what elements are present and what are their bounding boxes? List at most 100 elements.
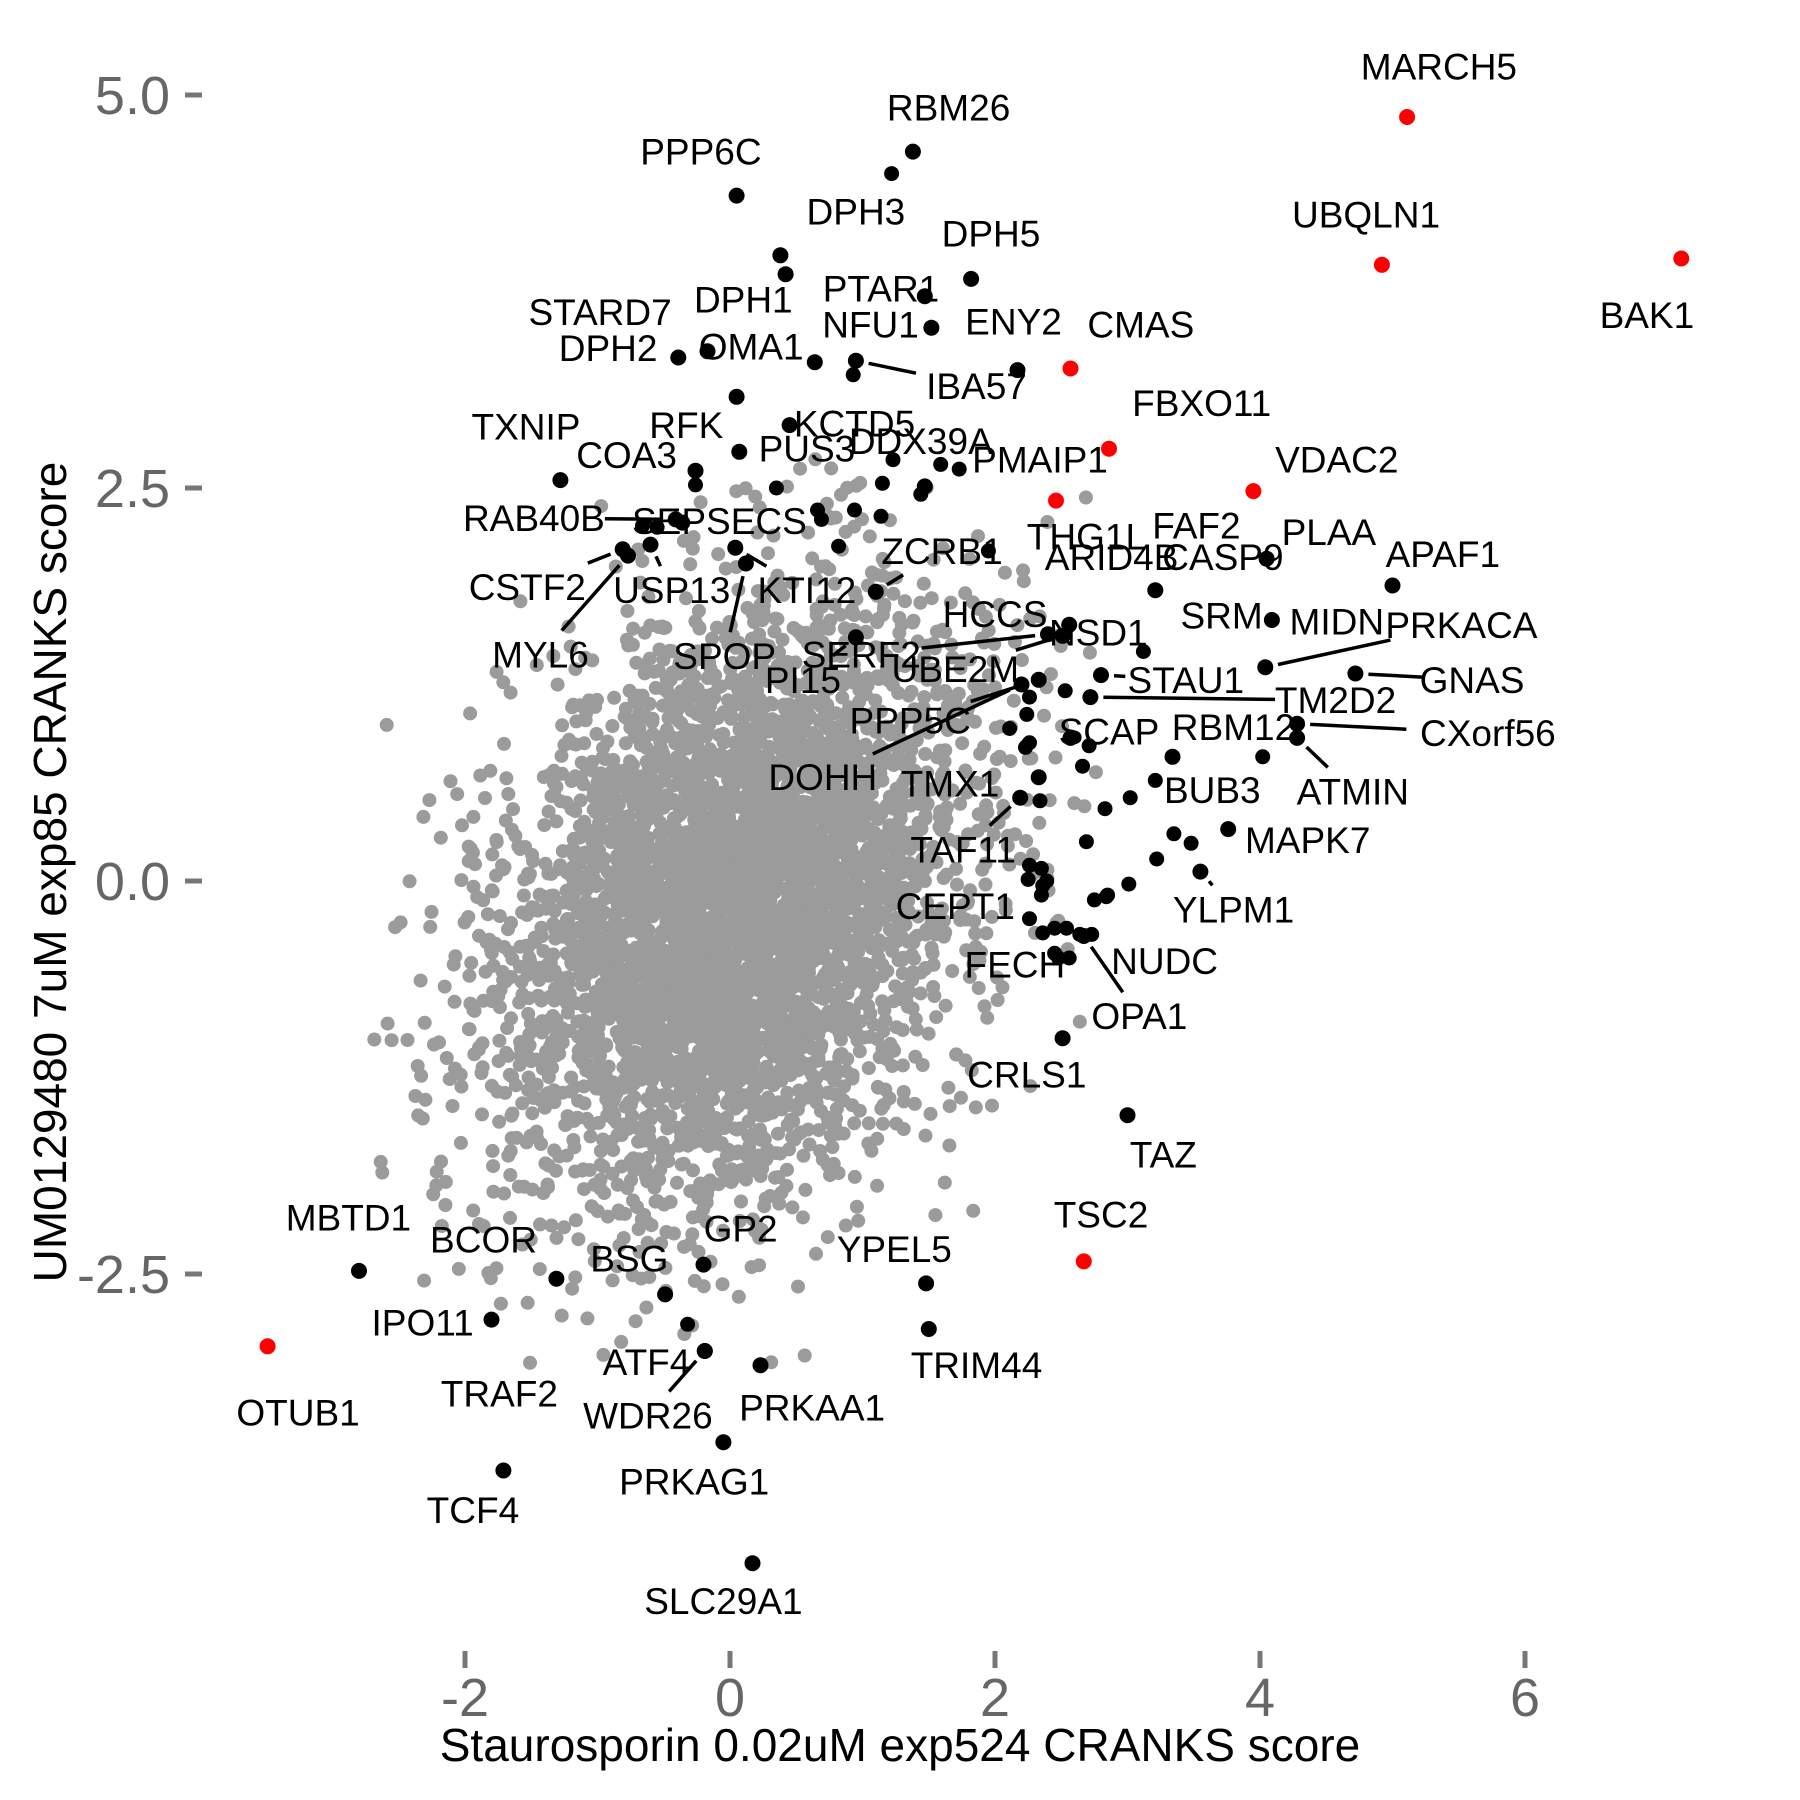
cloud-point xyxy=(849,478,864,493)
cloud-point xyxy=(593,1172,608,1187)
cloud-point xyxy=(641,830,656,845)
cloud-point xyxy=(668,1096,683,1110)
cloud-point xyxy=(833,607,848,622)
cloud-point xyxy=(502,1067,517,1082)
black-point xyxy=(688,477,703,493)
cloud-point xyxy=(745,688,760,703)
cloud-point xyxy=(926,552,941,567)
cloud-point xyxy=(708,981,723,996)
black-point xyxy=(1057,683,1073,699)
cloud-point xyxy=(637,625,652,640)
y-axis-tick-label: 0.0 xyxy=(95,852,170,912)
cloud-point xyxy=(800,704,815,719)
cloud-point xyxy=(744,1260,759,1275)
cloud-point xyxy=(680,1084,695,1099)
cloud-point xyxy=(829,1101,844,1116)
cloud-point xyxy=(497,1186,512,1201)
cloud-point xyxy=(837,1079,852,1094)
cloud-point xyxy=(1088,765,1103,780)
black-point xyxy=(1183,835,1199,851)
black-point xyxy=(768,480,784,496)
cloud-point xyxy=(818,896,833,911)
cloud-point xyxy=(963,652,977,667)
cloud-point xyxy=(904,684,919,699)
cloud-point xyxy=(564,894,579,909)
cloud-point xyxy=(811,1123,826,1138)
black-point xyxy=(874,475,890,491)
cloud-point xyxy=(751,940,766,955)
cloud-point xyxy=(753,597,768,612)
cloud-point xyxy=(759,1016,774,1031)
cloud-point xyxy=(819,810,834,825)
cloud-point xyxy=(902,856,917,871)
cloud-point xyxy=(918,1128,933,1143)
cloud-point xyxy=(962,551,977,566)
cloud-point xyxy=(540,1086,555,1101)
cloud-point xyxy=(562,986,577,1001)
black-point xyxy=(1122,790,1138,806)
cloud-point xyxy=(817,717,832,732)
cloud-point xyxy=(529,1130,544,1145)
cloud-point xyxy=(648,1194,663,1209)
gene-label-TSC2: TSC2 xyxy=(1054,1194,1149,1235)
cloud-point xyxy=(580,848,595,863)
cloud-point xyxy=(506,802,520,817)
data-point-TMX1 xyxy=(1030,769,1047,786)
cloud-point xyxy=(683,762,698,777)
black-point xyxy=(951,461,967,477)
data-point-TXNIP xyxy=(552,472,569,489)
cloud-point xyxy=(690,738,705,753)
cloud-point xyxy=(736,1162,751,1177)
cloud-point xyxy=(635,554,650,568)
cloud-point xyxy=(692,621,707,636)
cloud-point xyxy=(712,954,727,969)
cloud-point xyxy=(715,1277,730,1292)
cloud-point xyxy=(752,627,767,642)
gene-label-CASP9: CASP9 xyxy=(1162,537,1283,578)
cloud-point xyxy=(757,914,772,929)
cloud-point xyxy=(610,853,625,868)
cloud-point xyxy=(753,982,768,997)
cloud-point xyxy=(599,996,614,1010)
cloud-point xyxy=(888,788,903,802)
leader-line-GNAS xyxy=(1368,672,1423,679)
cloud-point xyxy=(792,853,807,868)
cloud-point xyxy=(455,818,469,833)
cloud-point xyxy=(990,970,1004,985)
cloud-point xyxy=(589,1081,604,1096)
gene-label-ARID4B: ARID4B xyxy=(1045,537,1179,578)
gene-label-TCF4: TCF4 xyxy=(427,1490,520,1531)
x-axis-tick-label: 0 xyxy=(715,1668,745,1728)
cloud-point xyxy=(725,842,740,857)
cloud-point xyxy=(712,967,726,982)
cloud-point xyxy=(847,608,862,622)
cloud-point xyxy=(832,925,847,940)
cloud-point xyxy=(672,965,687,980)
cloud-point xyxy=(918,712,933,727)
cloud-point xyxy=(776,587,791,602)
cloud-point xyxy=(791,1083,806,1098)
cloud-point xyxy=(695,885,710,900)
cloud-point xyxy=(866,752,881,766)
cloud-point xyxy=(597,851,612,866)
cloud-point xyxy=(736,906,751,921)
cloud-point xyxy=(503,1144,518,1158)
cloud-point xyxy=(641,589,656,604)
cloud-point xyxy=(660,685,675,700)
cloud-point xyxy=(721,693,735,708)
cloud-point xyxy=(496,675,511,690)
cloud-point xyxy=(447,994,462,1009)
cloud-point xyxy=(634,944,649,959)
x-axis-tick-label: -2 xyxy=(441,1668,489,1728)
data-point-DPH3 xyxy=(772,247,789,264)
cloud-point xyxy=(620,604,635,618)
leader-line-RAB40B xyxy=(604,516,663,522)
cloud-point xyxy=(889,1116,904,1131)
gene-label-FBXO11: FBXO11 xyxy=(1132,383,1271,424)
leader-line-MYL6 xyxy=(560,564,621,632)
cloud-point xyxy=(803,831,818,845)
data-point-DPH5 xyxy=(963,270,980,287)
cloud-point xyxy=(740,600,755,615)
cloud-point xyxy=(592,1008,607,1023)
cloud-point xyxy=(417,1015,432,1030)
